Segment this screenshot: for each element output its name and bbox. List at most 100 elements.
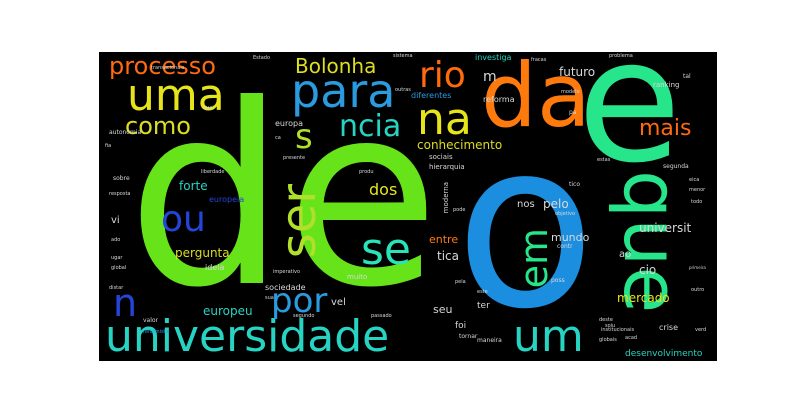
word-fracas: fracas bbox=[531, 57, 547, 63]
word-ser: ser bbox=[271, 184, 327, 259]
word-pode: pode bbox=[453, 207, 466, 213]
word-de: de bbox=[127, 52, 440, 342]
word-produ: produ bbox=[359, 169, 374, 175]
word-globais: globais bbox=[599, 337, 617, 343]
word-cloud: de o e da que universidade um uma para r… bbox=[99, 52, 717, 361]
word-pela: pela bbox=[455, 279, 466, 285]
word-s: s bbox=[295, 117, 313, 157]
word-m: m bbox=[483, 69, 497, 85]
word-em: em bbox=[512, 228, 556, 289]
word-diferentes: diferentes bbox=[411, 91, 452, 100]
word-sistema: sistema bbox=[393, 53, 413, 59]
word-imperativo: imperativo bbox=[273, 269, 300, 275]
word-ncia: ncia bbox=[339, 109, 402, 144]
word-hierarquia: hierarquia bbox=[429, 163, 465, 171]
word-valor: valor bbox=[143, 317, 159, 324]
word-que: que bbox=[607, 170, 696, 314]
word-ao: ao bbox=[619, 249, 632, 260]
word-europeu: europeu bbox=[203, 304, 253, 318]
word-poss: poss bbox=[551, 277, 565, 284]
word-sociais: sociais bbox=[429, 153, 453, 161]
word-sua: sua bbox=[265, 295, 274, 301]
word-reforma: reforma bbox=[483, 95, 515, 104]
word-este: este bbox=[477, 289, 488, 295]
word-conhecimento: conhecimento bbox=[417, 138, 503, 152]
word-verd: verd bbox=[695, 327, 707, 333]
word-ranking: ranking bbox=[653, 81, 680, 89]
word-universidade: universidade bbox=[105, 311, 390, 361]
word-muito: muito bbox=[347, 273, 368, 281]
word-ca: ca bbox=[275, 135, 281, 141]
word-maneira: maneira bbox=[477, 337, 502, 344]
word-universit: universit bbox=[639, 221, 692, 235]
word-processo: processo bbox=[109, 52, 216, 80]
word-da: da bbox=[481, 52, 591, 147]
word-tal: tal bbox=[683, 73, 691, 80]
word-global: global bbox=[111, 265, 127, 271]
word-moderna: moderna bbox=[442, 182, 450, 214]
word-rio: rio bbox=[419, 55, 466, 96]
word-sobre: sobre bbox=[113, 175, 130, 182]
word-o: o bbox=[455, 93, 596, 360]
word-segunda: segunda bbox=[663, 163, 689, 170]
word-pelo: pelo bbox=[543, 197, 569, 211]
word-europeia: europeia bbox=[209, 195, 245, 204]
word-objetivo: objetivo bbox=[555, 211, 576, 217]
word-Bolonha: Bolonha bbox=[295, 54, 377, 78]
word-liberdade: liberdade bbox=[201, 169, 225, 175]
word-forte: forte bbox=[179, 179, 208, 193]
word-investiga: investiga bbox=[475, 53, 512, 62]
word-acad: acad bbox=[625, 335, 638, 341]
word-n: n bbox=[113, 281, 138, 325]
word-se: se bbox=[361, 224, 411, 275]
word-autonomia: autonomia bbox=[109, 129, 142, 136]
word-e: e bbox=[577, 52, 682, 201]
word-uma: uma bbox=[127, 70, 225, 121]
word-foi: foi bbox=[455, 321, 467, 331]
word-nos: nos bbox=[517, 199, 535, 210]
word-menor: menor bbox=[689, 187, 706, 193]
word-soiu: soiu bbox=[605, 323, 616, 329]
word-quai: quai bbox=[203, 105, 214, 111]
word-modelo: modelo bbox=[561, 89, 580, 95]
word-entre: entre bbox=[429, 233, 459, 246]
word-outro: outro bbox=[691, 287, 705, 293]
word-vel: vel bbox=[331, 297, 346, 308]
word-primeira: primeira bbox=[689, 265, 706, 270]
word-na: na bbox=[417, 94, 472, 145]
word-dos: dos bbox=[369, 180, 398, 199]
word-institucionais: institucionais bbox=[601, 327, 635, 333]
word-transacionais: transacionais bbox=[151, 65, 185, 71]
word-desenvolvimento: desenvolvimento bbox=[625, 349, 703, 359]
word-estas: estas bbox=[597, 157, 611, 163]
word-eica: eica bbox=[689, 177, 700, 183]
word-mercado: mercado bbox=[617, 291, 670, 305]
word-ugar: ugar bbox=[111, 255, 123, 261]
word-tornar: tornar bbox=[459, 333, 478, 340]
word-ter: ter bbox=[477, 301, 490, 311]
word-ideia: ideia bbox=[205, 263, 225, 272]
word-ado: ado bbox=[111, 237, 121, 243]
word-mundo: mundo bbox=[551, 231, 590, 244]
word-outras: outras bbox=[395, 87, 411, 93]
word-todo: todo bbox=[691, 199, 703, 205]
word-Estado: Estado bbox=[253, 55, 271, 61]
word-seu: seu bbox=[433, 303, 453, 316]
word-distar: distar bbox=[109, 285, 124, 291]
word-vi: vi bbox=[111, 215, 120, 226]
word-tica: tica bbox=[437, 249, 459, 263]
word-crise: crise bbox=[659, 323, 678, 332]
word-contr: contr bbox=[557, 243, 573, 250]
word-como: como bbox=[125, 112, 191, 140]
word-para: para bbox=[291, 64, 396, 118]
word-resposta: resposta bbox=[109, 191, 131, 197]
word-por: por bbox=[271, 281, 328, 321]
word-sociedade: sociedade bbox=[265, 283, 306, 292]
word-ou: ou bbox=[161, 199, 206, 240]
word-europa: europa bbox=[275, 119, 303, 128]
word-presente: presente bbox=[283, 155, 306, 161]
word-fia: fia bbox=[105, 143, 112, 149]
word-futuro: futuro bbox=[559, 65, 596, 79]
word-cio: cio bbox=[639, 263, 657, 277]
word-um: um bbox=[513, 311, 584, 361]
